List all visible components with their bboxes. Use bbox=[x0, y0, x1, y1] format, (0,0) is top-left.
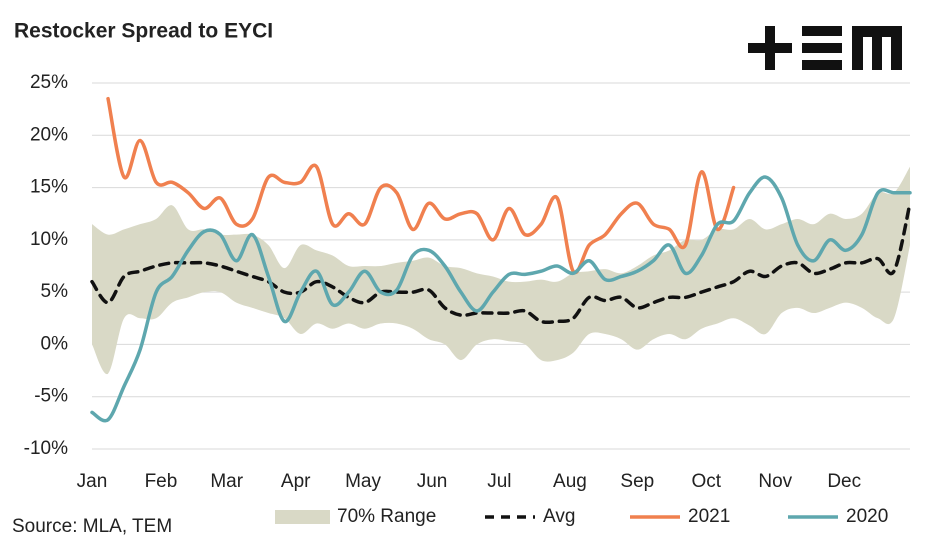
logo bbox=[748, 26, 902, 70]
source-note: Source: MLA, TEM bbox=[12, 516, 172, 537]
x-tick-label: Jan bbox=[77, 471, 108, 492]
y-tick-label: 5% bbox=[41, 281, 69, 302]
series-line bbox=[106, 96, 736, 275]
x-tick-label: Jun bbox=[417, 471, 448, 492]
x-tick-label: May bbox=[345, 471, 381, 492]
legend-label: 2021 bbox=[688, 506, 730, 527]
x-tick-label: Jul bbox=[487, 471, 511, 492]
y-tick-label: 10% bbox=[30, 229, 68, 250]
legend-label: Avg bbox=[543, 506, 575, 527]
x-tick-label: Nov bbox=[758, 471, 792, 492]
range-band bbox=[92, 166, 910, 375]
legend-label: 70% Range bbox=[337, 506, 436, 527]
legend-label: 2020 bbox=[846, 506, 888, 527]
x-tick-label: Mar bbox=[210, 471, 243, 492]
series-line bbox=[90, 201, 912, 325]
y-tick-label: 20% bbox=[30, 124, 68, 145]
legend-swatch bbox=[275, 510, 330, 524]
y-tick-label: 15% bbox=[30, 177, 68, 198]
chart-title: Restocker Spread to EYCI bbox=[14, 20, 273, 43]
x-tick-label: Dec bbox=[827, 471, 861, 492]
x-tick-label: Apr bbox=[281, 471, 311, 492]
series-line bbox=[90, 175, 912, 423]
y-tick-label: -5% bbox=[34, 386, 68, 407]
x-tick-label: Aug bbox=[553, 471, 587, 492]
y-tick-label: -10% bbox=[24, 438, 68, 459]
x-tick-label: Oct bbox=[692, 471, 722, 492]
y-tick-label: 25% bbox=[30, 72, 68, 93]
y-tick-label: 0% bbox=[41, 333, 69, 354]
legend: 70% Range Avg 2021 2020 bbox=[275, 506, 888, 527]
x-tick-label: Sep bbox=[620, 471, 654, 492]
x-tick-label: Feb bbox=[145, 471, 178, 492]
